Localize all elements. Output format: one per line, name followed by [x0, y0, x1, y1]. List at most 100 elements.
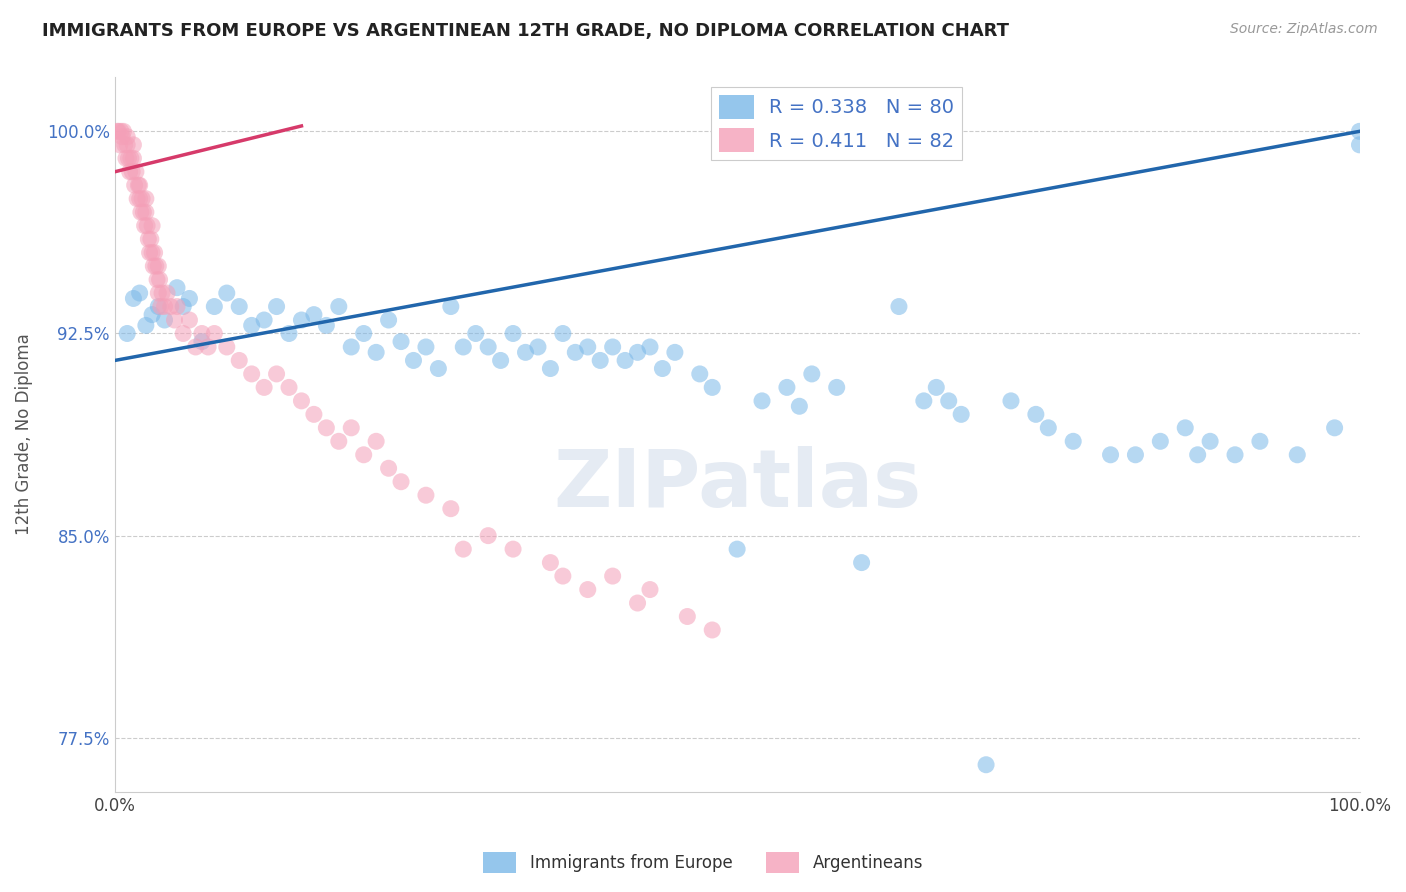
Point — [702, 623, 724, 637]
Point — [148, 259, 170, 273]
Point — [1187, 448, 1209, 462]
Point — [112, 124, 135, 138]
Point — [751, 393, 773, 408]
Point — [253, 380, 276, 394]
Point — [1099, 448, 1122, 462]
Point — [440, 501, 463, 516]
Point — [538, 361, 561, 376]
Point — [228, 300, 250, 314]
Point — [148, 286, 170, 301]
Point — [215, 286, 238, 301]
Point — [315, 421, 337, 435]
Point — [148, 300, 170, 314]
Point — [402, 353, 425, 368]
Point — [527, 340, 550, 354]
Point — [1249, 434, 1271, 449]
Point — [825, 380, 848, 394]
Point — [1174, 421, 1197, 435]
Point — [153, 313, 176, 327]
Point — [172, 300, 194, 314]
Point — [1038, 421, 1060, 435]
Point — [925, 380, 948, 394]
Point — [340, 421, 363, 435]
Point — [551, 326, 574, 341]
Point — [184, 340, 207, 354]
Point — [664, 345, 686, 359]
Point — [1125, 448, 1147, 462]
Point — [111, 129, 134, 144]
Point — [290, 313, 312, 327]
Point — [415, 340, 437, 354]
Point — [105, 124, 128, 138]
Point — [576, 582, 599, 597]
Point — [141, 308, 163, 322]
Point — [115, 137, 138, 152]
Point — [118, 165, 141, 179]
Point — [135, 318, 157, 333]
Point — [389, 475, 412, 489]
Point — [110, 124, 132, 138]
Point — [122, 292, 145, 306]
Point — [202, 326, 225, 341]
Point — [127, 178, 149, 193]
Point — [197, 340, 219, 354]
Point — [228, 353, 250, 368]
Point — [179, 313, 201, 327]
Point — [515, 345, 537, 359]
Point — [136, 219, 159, 233]
Point — [440, 300, 463, 314]
Point — [121, 165, 143, 179]
Point — [108, 137, 131, 152]
Point — [1199, 434, 1222, 449]
Point — [153, 300, 176, 314]
Point — [202, 300, 225, 314]
Point — [191, 334, 214, 349]
Point — [638, 582, 661, 597]
Point — [353, 326, 375, 341]
Point — [851, 556, 873, 570]
Point — [135, 192, 157, 206]
Point — [602, 340, 624, 354]
Point — [124, 178, 146, 193]
Point — [551, 569, 574, 583]
Point — [128, 192, 150, 206]
Point — [938, 393, 960, 408]
Point — [1348, 124, 1371, 138]
Point — [415, 488, 437, 502]
Point — [240, 367, 263, 381]
Point — [145, 259, 167, 273]
Point — [302, 308, 325, 322]
Point — [139, 232, 162, 246]
Point — [266, 300, 288, 314]
Point — [626, 596, 648, 610]
Point — [887, 300, 910, 314]
Point — [1223, 448, 1246, 462]
Point — [115, 326, 138, 341]
Point — [328, 434, 350, 449]
Point — [141, 219, 163, 233]
Point — [266, 367, 288, 381]
Y-axis label: 12th Grade, No Diploma: 12th Grade, No Diploma — [15, 334, 32, 535]
Point — [114, 137, 136, 152]
Point — [651, 361, 673, 376]
Point — [789, 399, 811, 413]
Point — [143, 245, 166, 260]
Point — [117, 151, 139, 165]
Point — [134, 219, 156, 233]
Point — [1062, 434, 1084, 449]
Point — [253, 313, 276, 327]
Point — [912, 393, 935, 408]
Point — [538, 556, 561, 570]
Point — [328, 300, 350, 314]
Point — [1025, 408, 1047, 422]
Text: IMMIGRANTS FROM EUROPE VS ARGENTINEAN 12TH GRADE, NO DIPLOMA CORRELATION CHART: IMMIGRANTS FROM EUROPE VS ARGENTINEAN 12… — [42, 22, 1010, 40]
Point — [128, 178, 150, 193]
Point — [353, 448, 375, 462]
Point — [138, 245, 160, 260]
Point — [377, 461, 399, 475]
Point — [131, 192, 153, 206]
Point — [638, 340, 661, 354]
Point — [146, 272, 169, 286]
Point — [122, 151, 145, 165]
Point — [464, 326, 486, 341]
